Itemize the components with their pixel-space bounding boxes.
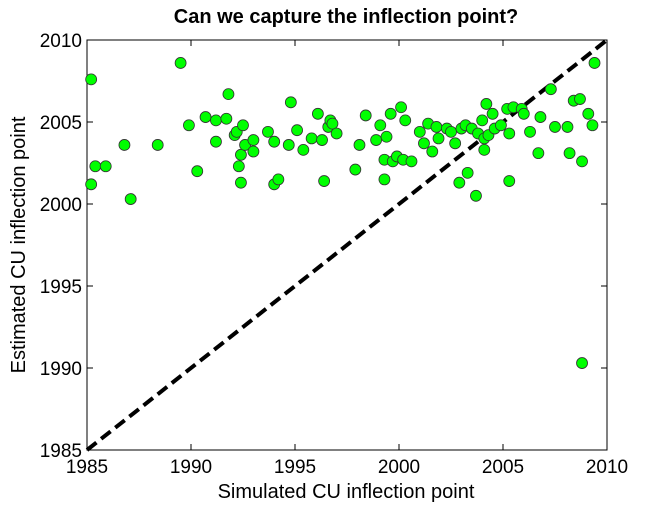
data-point bbox=[470, 189, 482, 202]
data-point bbox=[89, 160, 102, 173]
x-tick-label: 1985 bbox=[66, 457, 108, 478]
data-point bbox=[588, 57, 601, 69]
data-point bbox=[291, 124, 303, 137]
data-point bbox=[395, 101, 407, 114]
x-tick-label: 1990 bbox=[170, 457, 212, 478]
data-point bbox=[405, 155, 418, 168]
data-point bbox=[576, 155, 588, 168]
data-point bbox=[359, 109, 372, 122]
data-point bbox=[586, 119, 599, 132]
data-point bbox=[399, 114, 412, 127]
data-point bbox=[99, 160, 112, 173]
data-point bbox=[262, 125, 274, 138]
data-point bbox=[237, 119, 249, 132]
x-tick-label: 1995 bbox=[274, 457, 316, 478]
data-point bbox=[445, 125, 457, 138]
data-point bbox=[426, 145, 439, 158]
data-point bbox=[418, 137, 430, 150]
data-point bbox=[563, 147, 576, 160]
data-point bbox=[210, 114, 222, 127]
data-point bbox=[85, 73, 98, 86]
y-tick-label: 1995 bbox=[40, 277, 82, 298]
data-point bbox=[534, 111, 547, 123]
data-point bbox=[561, 121, 574, 133]
data-point bbox=[380, 130, 393, 143]
data-point bbox=[151, 139, 164, 151]
x-tick-label: 2010 bbox=[586, 457, 628, 478]
data-point bbox=[311, 107, 324, 120]
data-point bbox=[574, 93, 586, 105]
data-point bbox=[222, 88, 235, 101]
data-point bbox=[476, 114, 489, 127]
x-tick-label: 2005 bbox=[482, 457, 524, 478]
data-point bbox=[495, 119, 507, 132]
data-point bbox=[503, 127, 516, 140]
y-tick-label: 1990 bbox=[40, 359, 82, 380]
data-point bbox=[282, 139, 295, 151]
y-tick-label: 2010 bbox=[40, 31, 82, 52]
data-point bbox=[297, 143, 310, 156]
y-tick-label: 2000 bbox=[40, 195, 82, 216]
data-point bbox=[413, 125, 426, 138]
data-point bbox=[118, 139, 131, 151]
data-point bbox=[235, 176, 247, 189]
data-point bbox=[517, 107, 530, 120]
data-point bbox=[576, 357, 588, 369]
data-point bbox=[486, 107, 499, 120]
data-point bbox=[453, 176, 466, 189]
data-point bbox=[85, 178, 98, 191]
data-point bbox=[330, 127, 343, 140]
data-point bbox=[378, 173, 391, 186]
x-tick-label: 2000 bbox=[378, 457, 420, 478]
data-point bbox=[549, 121, 561, 133]
data-point bbox=[430, 121, 443, 133]
data-point bbox=[199, 111, 212, 123]
x-axis-label: Simulated CU inflection point bbox=[218, 481, 475, 503]
data-point bbox=[461, 166, 474, 179]
data-point bbox=[374, 119, 387, 132]
data-point bbox=[247, 134, 260, 146]
data-points bbox=[85, 57, 601, 369]
data-point bbox=[183, 119, 195, 132]
data-point bbox=[232, 160, 245, 173]
data-point bbox=[353, 139, 366, 151]
data-point bbox=[210, 135, 222, 148]
y-tick-label: 1985 bbox=[40, 441, 82, 462]
data-point bbox=[480, 98, 493, 110]
data-point bbox=[316, 134, 328, 146]
data-point bbox=[326, 117, 339, 130]
data-point bbox=[349, 163, 362, 176]
data-point bbox=[432, 132, 445, 145]
data-point bbox=[582, 107, 595, 120]
data-point bbox=[544, 83, 557, 96]
data-point bbox=[305, 132, 318, 145]
data-point bbox=[220, 112, 233, 125]
data-point bbox=[247, 145, 260, 158]
data-point bbox=[235, 148, 247, 161]
data-point bbox=[124, 193, 137, 205]
data-point bbox=[524, 125, 536, 138]
data-point bbox=[478, 143, 491, 156]
data-point bbox=[191, 165, 204, 178]
data-point bbox=[532, 147, 545, 160]
data-point bbox=[370, 134, 383, 146]
data-point bbox=[384, 107, 397, 120]
data-point bbox=[318, 175, 331, 187]
data-point bbox=[284, 96, 297, 109]
data-point bbox=[272, 173, 285, 186]
data-point bbox=[174, 57, 187, 69]
chart-title: Can we capture the inflection point? bbox=[174, 6, 518, 28]
data-point bbox=[268, 135, 281, 148]
y-tick-label: 2005 bbox=[40, 113, 82, 134]
data-point bbox=[503, 175, 516, 187]
axis-ticks: 1985 1990 1995 2000 2005 2010 1985 1990 1995 2000… bbox=[40, 31, 628, 478]
data-point bbox=[449, 137, 462, 150]
y-axis-label: Estimated CU inflection point bbox=[8, 116, 30, 373]
